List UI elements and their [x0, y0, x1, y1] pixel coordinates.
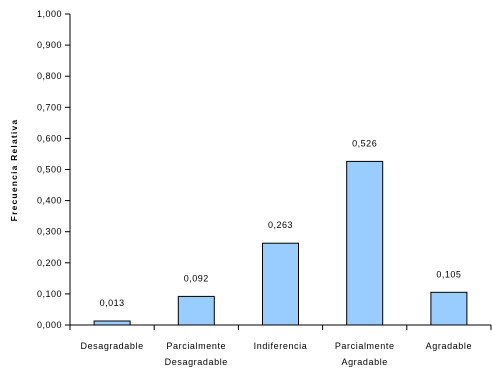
x-tick-label-4: Parcialmente Agradable [335, 341, 395, 367]
x-tick-label-5: Agradable [426, 341, 472, 351]
x-tick-label-1: Desagradable [80, 341, 143, 351]
y-tick-label-9: 0,900 [37, 40, 62, 50]
bar-1 [93, 320, 131, 326]
y-axis-title: Frecuencia Relativa [9, 119, 19, 222]
x-tick-label-3: Indiferencia [254, 341, 308, 351]
bar-2 [177, 295, 215, 326]
y-tick-label-10: 1,000 [37, 9, 62, 19]
x-tick-label-line: Parcialmente [166, 341, 226, 351]
bar-5 [430, 291, 468, 326]
data-label-3: 0,263 [268, 220, 293, 230]
x-tick-label-2: Parcialmente Desagradable [165, 341, 228, 367]
data-label-5: 0,105 [436, 269, 461, 279]
x-tick-label-line: Desagradable [165, 357, 228, 367]
x-tick-label-line: Agradable [426, 341, 472, 351]
y-tick-label-6: 0,600 [37, 133, 62, 143]
y-tick-label-2: 0,200 [37, 258, 62, 268]
y-tick-label-5: 0,500 [37, 165, 62, 175]
y-tick-label-1: 0,100 [37, 289, 62, 299]
x-tick-label-line: Desagradable [80, 341, 143, 351]
x-tick-label-line: Parcialmente [335, 341, 395, 351]
y-tick-label-3: 0,300 [37, 227, 62, 237]
y-tick-label-0: 0,000 [37, 320, 62, 330]
y-tick-label-8: 0,800 [37, 71, 62, 81]
x-tick-label-line: Agradable [341, 357, 387, 367]
y-tick-label-7: 0,700 [37, 102, 62, 112]
bar-4 [346, 160, 384, 326]
y-tick-label-4: 0,400 [37, 196, 62, 206]
labels: 0,013 0,092 0,263 0,526 0,105 0,000 0,100 0,200… [37, 9, 472, 367]
data-label-2: 0,092 [184, 273, 209, 283]
x-tick-label-line: Indiferencia [254, 341, 308, 351]
axes [65, 13, 492, 330]
data-label-4: 0,526 [352, 138, 377, 148]
bar-3 [262, 242, 299, 326]
data-label-1: 0,013 [100, 298, 125, 308]
bars [93, 160, 468, 326]
